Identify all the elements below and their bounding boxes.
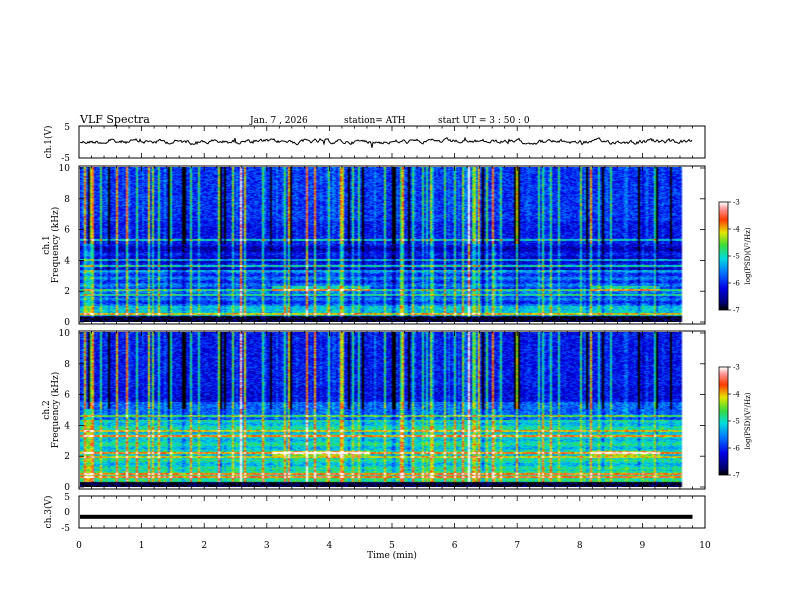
ch3-waveform-trace — [80, 514, 693, 519]
ch2-colorbar — [719, 367, 728, 475]
ch1-colorbar — [719, 202, 728, 310]
ch3-waveform-ylabel: ch.3(V) — [43, 496, 54, 529]
ch3-waveform-xticks — [78, 496, 706, 528]
colorbar-tick-label: -4 — [733, 226, 740, 234]
ch2-spectrogram-xticks — [78, 331, 706, 489]
ch1-spectrogram-image — [80, 167, 692, 322]
colorbar-tick-label: -4 — [733, 391, 740, 399]
ch2-channel-label: ch.2 — [42, 400, 52, 419]
time-tick-label: 5 — [389, 541, 395, 551]
time-axis-label: Time (min) — [367, 550, 417, 561]
time-tick-label: 0 — [76, 541, 82, 551]
time-tick-label: 6 — [452, 541, 458, 551]
ch3-ytick-bottom: -5 — [61, 524, 70, 534]
time-tick-label: 3 — [264, 541, 270, 551]
frequency-tick-label: 6 — [64, 226, 70, 236]
header-start-time: start UT = 3 : 50 : 0 — [438, 116, 530, 126]
chart-title: VLF Spectra — [79, 113, 150, 126]
ch1-ytick-bottom: -5 — [61, 154, 70, 164]
frequency-tick-label: 4 — [64, 421, 70, 431]
ch2-colorbar-label: log(PSD)(V²/Hz) — [744, 392, 752, 449]
header-date: Jan. 7 , 2026 — [249, 116, 308, 126]
ch1-ytick-top: 5 — [64, 123, 70, 133]
frequency-tick-label: 0 — [64, 318, 70, 328]
colorbar-tick-label: -3 — [733, 364, 740, 372]
ch1-channel-label: ch.1 — [42, 235, 52, 254]
ch1-waveform-trace — [79, 136, 693, 148]
time-axis-tick-labels: 0 1 2 3 4 5 6 7 8 9 10 — [76, 541, 711, 551]
frequency-tick-label: 4 — [64, 256, 70, 266]
ch2-spectrogram-yticks: 0 2 4 6 8 10 — [59, 329, 705, 493]
ch2-colorbar-ticks: -3 -4 -5 -6 -7 — [728, 364, 740, 480]
time-tick-label: 9 — [640, 541, 646, 551]
time-tick-label: 2 — [201, 541, 207, 551]
ch1-frequency-ylabel: Frequency (kHz) — [50, 207, 61, 284]
ch2-frequency-ylabel: Frequency (kHz) — [50, 372, 61, 449]
time-tick-label: 4 — [327, 541, 333, 551]
colorbar-tick-label: -3 — [733, 199, 740, 207]
ch1-colorbar-ticks: -3 -4 -5 -6 -7 — [728, 199, 740, 315]
colorbar-tick-label: -5 — [733, 418, 740, 426]
time-tick-label: 8 — [577, 541, 583, 551]
frequency-tick-label: 2 — [64, 452, 70, 462]
frequency-tick-label: 8 — [64, 195, 70, 205]
colorbar-tick-label: -5 — [733, 253, 740, 261]
frequency-tick-label: 2 — [64, 287, 70, 297]
frequency-tick-label: 6 — [64, 391, 70, 401]
ch3-ytick-top: 5 — [64, 493, 70, 503]
frequency-tick-label: 8 — [64, 360, 70, 370]
header-station: station= ATH — [344, 116, 406, 126]
ch3-ytick-middle: 0 — [64, 508, 70, 518]
ch1-waveform-panel: 5 -5 ch.1(V) — [43, 123, 706, 164]
ch1-waveform-ylabel: ch.1(V) — [43, 126, 54, 159]
frequency-tick-label: 10 — [59, 329, 71, 339]
colorbar-tick-label: -7 — [733, 307, 740, 315]
ch2-spectrogram-image — [80, 332, 692, 487]
colorbar-tick-label: -7 — [733, 472, 740, 480]
ch3-waveform-panel: 5 0 -5 ch.3(V) — [43, 493, 706, 534]
colorbar-tick-label: -6 — [733, 280, 740, 288]
ch1-spectrogram-yticks: 0 2 4 6 8 10 — [59, 164, 705, 328]
frequency-tick-label: 0 — [64, 483, 70, 493]
colorbar-tick-label: -6 — [733, 445, 740, 453]
frequency-tick-label: 10 — [59, 164, 71, 174]
ch1-waveform-xticks — [78, 126, 706, 158]
time-tick-label: 1 — [139, 541, 145, 551]
ch1-colorbar-label: log(PSD)(V²/Hz) — [744, 227, 752, 284]
time-tick-label: 7 — [514, 541, 520, 551]
ch1-spectrogram-xticks — [78, 166, 706, 324]
time-tick-label: 10 — [699, 541, 711, 551]
